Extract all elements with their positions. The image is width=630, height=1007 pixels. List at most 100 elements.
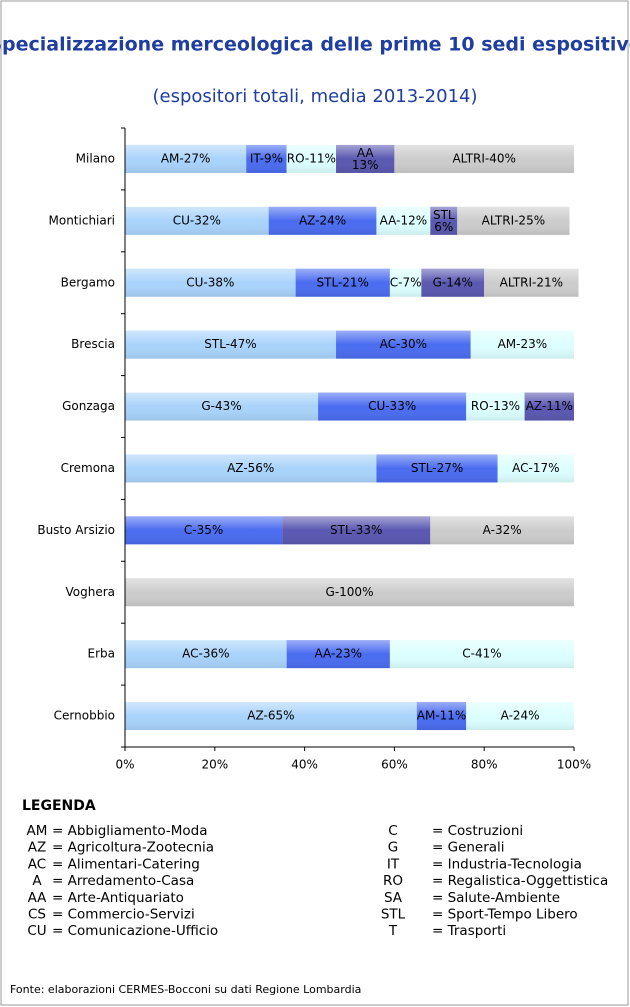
legend-code: AM: [27, 823, 48, 839]
y-tick-label: Bergamo: [61, 275, 115, 289]
bar-shine: [394, 144, 574, 173]
bar-shine: [246, 144, 287, 173]
bar-shine: [470, 330, 574, 359]
x-tick-label: 100%: [557, 758, 591, 772]
legend-code: A: [32, 873, 42, 889]
y-tick-label: Cernobbio: [54, 709, 115, 723]
bar-shine: [376, 454, 498, 483]
bar-shine: [524, 392, 574, 421]
legend-text: = Costruzioni: [432, 823, 523, 839]
bar-shine: [125, 144, 247, 173]
legend-code: AC: [28, 856, 46, 872]
data-label: C-41%: [462, 647, 501, 661]
legend-text: = Alimentari-Catering: [52, 856, 200, 872]
chart-subtitle: (espositori totali, media 2013-2014): [152, 86, 477, 107]
data-label: AM-11%: [417, 709, 467, 723]
y-tick-label: Busto Arsizio: [37, 523, 115, 537]
y-tick-label: Brescia: [71, 337, 115, 351]
data-label: A-32%: [483, 523, 522, 537]
data-label: CU-38%: [186, 275, 234, 289]
data-label: ALTRI-40%: [452, 151, 515, 165]
bar-shine: [282, 516, 431, 545]
data-label: ALTRI-25%: [482, 213, 545, 227]
bar-shine: [466, 702, 574, 731]
data-label: RO-11%: [287, 151, 336, 165]
bar-shine: [430, 516, 574, 545]
data-label: AZ-11%: [526, 399, 573, 413]
y-tick-label: Erba: [88, 647, 116, 661]
data-label: STL-27%: [411, 461, 463, 475]
y-tick-label: Milano: [76, 151, 115, 165]
bar-shine: [125, 578, 574, 607]
data-label: G-43%: [201, 399, 241, 413]
bar-shine: [336, 330, 471, 359]
data-label: CU-32%: [173, 213, 221, 227]
data-label: CU-33%: [368, 399, 416, 413]
data-label: STL-47%: [204, 337, 256, 351]
data-label: STL 6%: [433, 207, 455, 233]
bar-shine: [286, 144, 337, 173]
legend-text: = Comunicazione-Ufficio: [52, 923, 218, 939]
bar-shine: [376, 206, 431, 235]
y-tick-label: Gonzaga: [62, 399, 115, 413]
legend-text: = Arte-Antiquariato: [52, 890, 184, 906]
legend-code: SA: [384, 890, 403, 906]
bar-shine: [125, 702, 417, 731]
legend-text: = Trasporti: [432, 923, 506, 939]
legend-code: CS: [28, 907, 46, 923]
source: Fonte: elaborazioni CERMES-Bocconi su da…: [10, 983, 361, 996]
bar-shine: [125, 268, 296, 297]
legend-text: = Agricoltura-Zootecnia: [52, 840, 214, 856]
bar-shine: [125, 640, 287, 669]
legend-code: T: [388, 923, 398, 939]
bar-shine: [295, 268, 390, 297]
data-label: STL-33%: [330, 523, 382, 537]
legend-code: STL: [381, 907, 406, 923]
y-tick-label: Cremona: [61, 461, 115, 475]
legend-code: IT: [387, 856, 400, 872]
bar-shine: [430, 206, 458, 235]
bar-shine: [497, 454, 574, 483]
data-label: G-14%: [433, 275, 473, 289]
bar-shine: [125, 516, 283, 545]
data-label: AA 13%: [352, 145, 379, 171]
bar-shine: [484, 268, 579, 297]
data-label: AZ-24%: [299, 213, 346, 227]
data-label: G-100%: [326, 585, 374, 599]
legend-code: G: [388, 840, 398, 856]
legend-code: AZ: [28, 840, 46, 856]
x-tick-label: 0%: [115, 758, 134, 772]
data-label: AC-17%: [512, 461, 559, 475]
legend-text: = Generali: [432, 840, 505, 856]
y-tick-label: Voghera: [65, 585, 115, 599]
x-tick-label: 40%: [291, 758, 318, 772]
x-tick-label: 80%: [471, 758, 498, 772]
bar-shine: [125, 454, 377, 483]
bar-shine: [457, 206, 570, 235]
data-label: AC-30%: [380, 337, 427, 351]
data-label: RO-13%: [471, 399, 520, 413]
data-label: AA-12%: [380, 213, 428, 227]
bar-shine: [318, 392, 467, 421]
data-label: AM-27%: [161, 151, 211, 165]
data-label: A-24%: [501, 709, 540, 723]
bar-shine: [125, 392, 319, 421]
legend-text: = Industria-Tecnologia: [432, 856, 582, 872]
x-tick-label: 60%: [381, 758, 408, 772]
bar-shine: [336, 144, 395, 173]
bar-shine: [389, 640, 574, 669]
data-label: C-35%: [184, 523, 223, 537]
data-label: AA-23%: [315, 647, 363, 661]
bar-shine: [416, 702, 467, 731]
legend-code: AA: [28, 890, 48, 906]
bar-shine: [125, 330, 337, 359]
bar-shine: [466, 392, 525, 421]
bar-shine: [286, 640, 390, 669]
legend-text: = Abbigliamento-Moda: [52, 823, 208, 839]
y-tick-label: Montichiari: [49, 213, 116, 227]
legend-text: = Commercio-Servizi: [52, 907, 195, 923]
data-label: AM-23%: [498, 337, 548, 351]
data-label: AZ-56%: [227, 461, 274, 475]
data-label: ALTRI-21%: [500, 275, 563, 289]
